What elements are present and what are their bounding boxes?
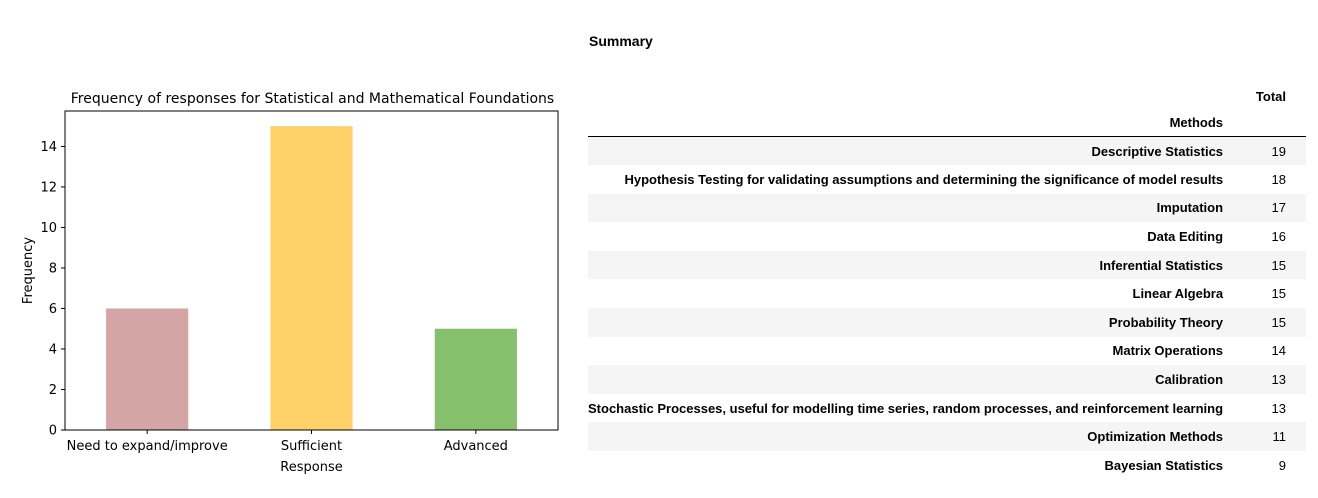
- table-row: Stochastic Processes, useful for modelli…: [588, 394, 1306, 423]
- table-row: Imputation 17: [588, 193, 1306, 223]
- y-tick-label: 14: [40, 140, 57, 155]
- table-row: Linear Algebra 15: [588, 279, 1306, 308]
- bar-chart: Frequency of responses for Statistical a…: [0, 0, 590, 498]
- x-tick-label: Sufficient Response: [280, 439, 342, 475]
- bar: [270, 126, 353, 430]
- row-method-label: Matrix Operations: [1112, 343, 1224, 359]
- y-axis-label: Frequency: [21, 237, 36, 304]
- row-total-value: 16: [1271, 229, 1286, 245]
- row-method-label: Calibration: [1155, 372, 1224, 388]
- row-total-value: 17: [1271, 200, 1286, 216]
- table-row: Matrix Operations 14: [588, 337, 1306, 366]
- row-total-value: 15: [1271, 314, 1286, 330]
- y-tick-label: 2: [49, 383, 57, 398]
- y-tick-label: 8: [49, 261, 57, 276]
- column-header-total: Total: [1255, 88, 1286, 104]
- y-tick-label: 6: [49, 302, 57, 317]
- row-method-label: Hypothesis Testing for validating assump…: [624, 171, 1224, 187]
- row-method-label: Descriptive Statistics: [1091, 143, 1224, 159]
- table-row: Bayesian Statistics 9: [588, 451, 1306, 480]
- x-tick-label: Need to expand/improve: [67, 439, 228, 454]
- x-tick-label: Advanced: [444, 439, 508, 454]
- y-tick-label: 0: [49, 424, 57, 439]
- row-total-value: 14: [1271, 343, 1286, 359]
- table-row: Probability Theory 15: [588, 308, 1306, 337]
- chart-canvas: Frequency of responses for Statistical a…: [21, 91, 559, 475]
- table-row: Hypothesis Testing for validating assump…: [588, 165, 1306, 194]
- index-header-blank: [1235, 108, 1306, 137]
- chart-title: Frequency of responses for Statistical a…: [71, 91, 554, 107]
- row-method-label: Data Editing: [1147, 229, 1224, 245]
- row-method-label: Probability Theory: [1108, 314, 1224, 330]
- row-total-value: 13: [1271, 400, 1286, 416]
- row-total-value: 11: [1272, 429, 1287, 445]
- summary-table: Total Methods Descriptive Statistics 19 Hy…: [588, 84, 1306, 480]
- table-row: Optimization Methods 11: [588, 422, 1306, 452]
- y-tick-label: 10: [40, 221, 57, 236]
- row-method-label: Imputation: [1156, 200, 1224, 216]
- row-total-value: 19: [1271, 143, 1286, 159]
- row-total-value: 13: [1271, 372, 1286, 388]
- bar: [434, 328, 517, 430]
- table-corner: [588, 84, 1235, 108]
- row-method-label: Stochastic Processes, useful for modelli…: [588, 400, 1224, 416]
- table-row: Data Editing 16: [588, 222, 1306, 251]
- table-body: Descriptive Statistics 19 Hypothesis Testi…: [588, 136, 1306, 480]
- row-method-label: Optimization Methods: [1087, 429, 1224, 445]
- table-row: Calibration 13: [588, 365, 1306, 394]
- row-total-value: 18: [1271, 171, 1286, 187]
- table-row: Descriptive Statistics 19: [588, 136, 1306, 166]
- row-method-label: Linear Algebra: [1132, 286, 1224, 302]
- row-total-value: 9: [1278, 457, 1286, 473]
- row-total-value: 15: [1271, 257, 1286, 273]
- y-tick-label: 4: [49, 342, 57, 357]
- index-header-methods: Methods: [588, 108, 1236, 137]
- y-tick-label: 12: [40, 180, 57, 195]
- summary-heading: Summary: [589, 33, 653, 49]
- table-row: Inferential Statistics 15: [588, 250, 1306, 280]
- row-total-value: 15: [1271, 286, 1286, 302]
- row-method-label: Bayesian Statistics: [1104, 457, 1224, 473]
- bar: [106, 308, 189, 430]
- row-method-label: Inferential Statistics: [1099, 257, 1224, 273]
